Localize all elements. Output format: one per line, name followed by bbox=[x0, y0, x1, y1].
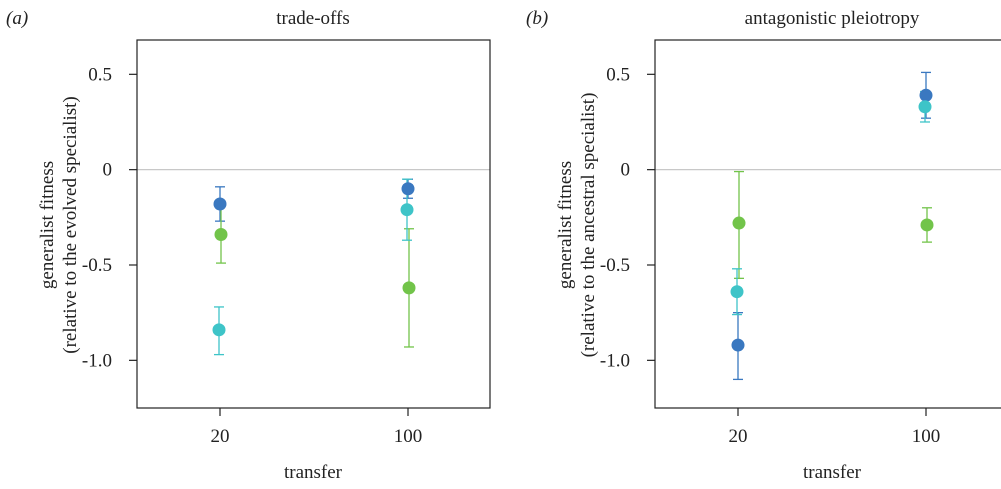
panel-a-ylabel-line1: generalist fitness bbox=[37, 161, 58, 289]
panel-b-xtick-label: 20 bbox=[729, 426, 748, 447]
panel-a-ylabel-line2: (relative to the evolved specialist) bbox=[60, 96, 81, 353]
panel-a-xtick-label: 20 bbox=[211, 426, 230, 447]
panel-b-xlabel: transfer bbox=[803, 462, 862, 483]
panel-a-title: trade-offs bbox=[276, 8, 350, 29]
panel-b-data-point bbox=[732, 216, 746, 230]
panel-a-plot-area: 0.5 0 -0.5 -1.0 20 100 bbox=[82, 39, 491, 447]
panel-a-label: (a) bbox=[6, 8, 28, 29]
panel-b-ytick-label: -1.0 bbox=[600, 350, 630, 371]
panel-a-data-point bbox=[214, 227, 228, 241]
panel-b-data-point bbox=[731, 338, 745, 352]
panel-a-data-point bbox=[213, 197, 227, 211]
panel-a-ytick-label: 0 bbox=[103, 160, 113, 181]
panel-a-xtick-label: 100 bbox=[394, 426, 423, 447]
panel-b-xtick-label: 100 bbox=[912, 426, 941, 447]
panel-a-ytick-label: -1.0 bbox=[82, 350, 112, 371]
panel-b-ylabel-line1: generalist fitness bbox=[555, 161, 576, 289]
panel-a-ytick-label: 0.5 bbox=[88, 64, 112, 85]
panel-b-label: (b) bbox=[526, 8, 548, 29]
panel-b-data-point bbox=[918, 100, 932, 114]
panel-a-data-point bbox=[212, 323, 226, 337]
panel-b-plot-area: 0.5 0 -0.5 -1.0 20 100 bbox=[600, 39, 1001, 447]
panel-b-ylabel-line2: (relative to the ancestral specialist) bbox=[578, 93, 599, 358]
panel-b-data-point bbox=[919, 88, 933, 102]
panel-b-frame bbox=[654, 39, 1001, 409]
panel-b-ytick-label: 0 bbox=[621, 160, 631, 181]
panel-b-ytick-label: -0.5 bbox=[600, 255, 630, 276]
panel-a-data-point bbox=[402, 281, 416, 295]
panel-a-xlabel: transfer bbox=[284, 462, 343, 483]
panel-a-ytick-label: -0.5 bbox=[82, 255, 112, 276]
panel-b-ytick-label: 0.5 bbox=[606, 64, 630, 85]
panel-b-data-point bbox=[730, 285, 744, 299]
panel-b-data-point bbox=[920, 218, 934, 232]
panel-a-data-point bbox=[401, 182, 415, 196]
panel-a-frame bbox=[136, 39, 491, 409]
panel-a-data-point bbox=[400, 203, 414, 217]
panel-b-title: antagonistic pleiotropy bbox=[745, 8, 920, 29]
